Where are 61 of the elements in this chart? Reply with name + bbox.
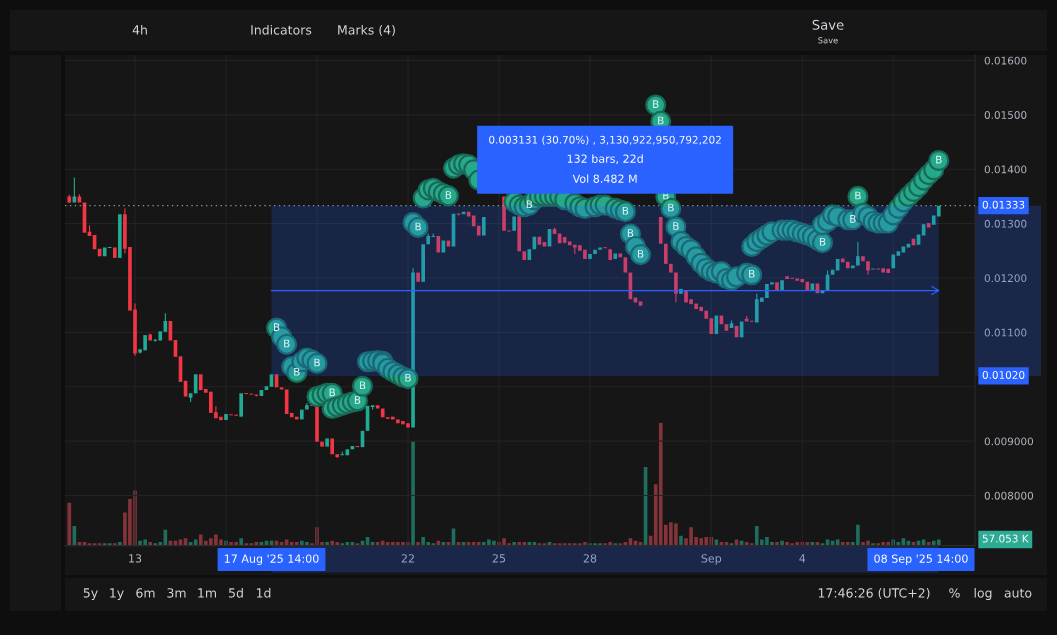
data-label: B: [284, 339, 290, 348]
data-label: B: [294, 367, 300, 376]
annotation: Vol 8.482 M: [572, 174, 637, 183]
data-label: B: [936, 155, 942, 164]
text: 4h: [132, 24, 147, 35]
data-label: B: [855, 191, 861, 200]
text: 1m: [198, 588, 216, 598]
y-tick-label: 0.01400: [984, 165, 1027, 174]
y-tick-label: 0.01100: [984, 328, 1027, 337]
text: 1d: [256, 587, 271, 598]
text: 17 Aug '25 14:00: [224, 554, 319, 565]
text: auto: [1004, 588, 1032, 598]
text: 57.053 K: [982, 534, 1029, 543]
text: 0.01020: [982, 371, 1025, 379]
annotation: 0.003131 (30.70%) , 3,130,922,950,792,202: [489, 135, 721, 145]
text: Indicators: [251, 24, 312, 35]
data-label: B: [274, 323, 280, 331]
data-label: B: [314, 358, 320, 367]
x-tick-label: 22: [401, 554, 414, 563]
x-tick-label: Sep: [701, 554, 722, 565]
data-label: B: [637, 249, 644, 258]
x-tick-label: 13: [129, 554, 142, 563]
data-label: B: [749, 270, 755, 278]
text: 08 Sep '25 14:00: [874, 554, 968, 565]
data-label: B: [354, 396, 361, 404]
data-label: B: [673, 222, 679, 230]
y-tick-label: 0.008000: [984, 491, 1034, 500]
annotation: 132 bars, 22d: [567, 154, 643, 165]
data-label: B: [627, 229, 634, 237]
data-label: B: [415, 222, 421, 231]
y-tick-label: 0.01300: [984, 219, 1027, 228]
x-tick-label: 28: [583, 554, 597, 563]
text: 1y: [110, 588, 124, 601]
data-label: B: [658, 116, 664, 125]
text: Save: [812, 19, 844, 30]
data-label: B: [819, 237, 826, 246]
text: %: [949, 588, 960, 598]
text: 0.01333: [982, 200, 1025, 209]
data-label: B: [668, 203, 674, 212]
text: Marks (4): [338, 24, 395, 37]
text: 5d: [229, 587, 243, 598]
y-tick-label: 0.01500: [984, 111, 1027, 119]
y-tick-label: 0.01600: [984, 56, 1027, 65]
data-label: B: [359, 381, 366, 390]
data-label: B: [445, 191, 452, 199]
data-label: B: [622, 206, 629, 215]
data-label: B: [405, 373, 411, 382]
text: log: [974, 587, 992, 601]
x-tick-label: 25: [492, 554, 506, 563]
data-label: B: [329, 388, 335, 397]
y-tick-label: 0.01200: [984, 274, 1027, 283]
data-label: B: [653, 100, 659, 108]
data-label: B: [850, 215, 856, 223]
y-tick-label: 0.009000: [984, 437, 1034, 446]
text: 6m: [136, 588, 155, 598]
text: 17:46:26 (UTC+2): [818, 587, 930, 600]
text: Save: [818, 37, 838, 44]
text: 3m: [167, 588, 186, 598]
x-tick-label: 4: [799, 554, 806, 563]
data-label: B: [526, 200, 533, 208]
text: 5y: [83, 588, 98, 601]
